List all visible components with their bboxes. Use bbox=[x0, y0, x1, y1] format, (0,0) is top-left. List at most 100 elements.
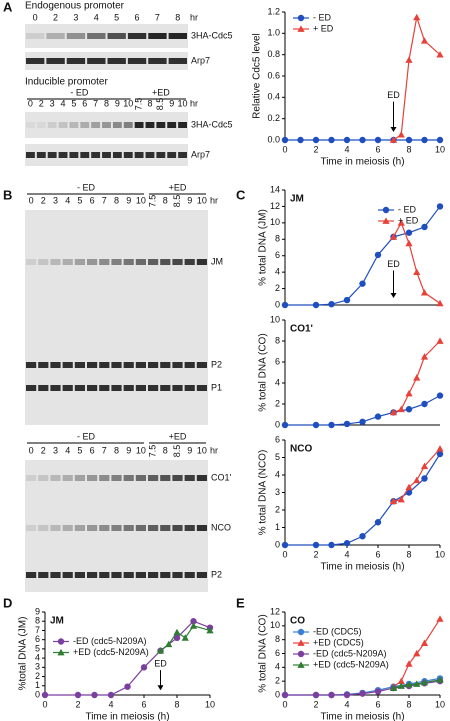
legend-marker bbox=[297, 25, 305, 32]
lane-label: 0 bbox=[29, 195, 34, 205]
gel-band bbox=[74, 572, 85, 578]
x-tick-label: 6 bbox=[375, 144, 380, 154]
y-tick-label: 2 bbox=[275, 676, 280, 686]
gel-header: Endogenous promoter bbox=[25, 1, 125, 12]
gel-band bbox=[196, 572, 207, 578]
lane-label: 7.5 bbox=[147, 195, 157, 208]
x-tick-label: 8 bbox=[406, 144, 411, 154]
gel-band bbox=[148, 475, 159, 481]
gel-band bbox=[50, 525, 61, 531]
legend-label: -ED (cdc5-N209A) bbox=[313, 648, 387, 658]
group-label: +ED bbox=[152, 87, 170, 97]
x-tick-label: 10 bbox=[435, 549, 445, 559]
marker bbox=[397, 219, 405, 226]
chart-title: JM bbox=[290, 194, 304, 205]
gel-band bbox=[99, 475, 110, 481]
marker bbox=[421, 136, 428, 144]
gel-band bbox=[156, 122, 166, 128]
gel-band bbox=[135, 572, 146, 578]
legend-marker bbox=[382, 217, 390, 224]
lane-label: 8.5 bbox=[172, 195, 182, 208]
lane-label: 0 bbox=[33, 12, 38, 22]
gel-band bbox=[47, 122, 57, 128]
y-tick-label: 3 bbox=[275, 487, 280, 497]
series-line bbox=[393, 17, 441, 141]
lane-label: 4 bbox=[94, 12, 99, 22]
lane-label: 10 bbox=[136, 445, 146, 455]
marker bbox=[374, 519, 382, 526]
gel-band bbox=[99, 572, 110, 578]
lane-label: 9 bbox=[126, 445, 131, 455]
gel-band bbox=[87, 525, 98, 531]
gel-band bbox=[160, 572, 171, 578]
gel-band bbox=[148, 362, 159, 368]
gel-band bbox=[184, 525, 195, 531]
lane-label: 3 bbox=[53, 195, 58, 205]
gel-band bbox=[58, 122, 68, 128]
band-label: P1 bbox=[211, 382, 222, 392]
band-label: CO1' bbox=[211, 472, 232, 482]
gel-band bbox=[69, 152, 79, 158]
lane-label: 2 bbox=[41, 195, 46, 205]
gel-band bbox=[168, 58, 187, 64]
gel-band bbox=[62, 385, 73, 391]
lane-label: 8 bbox=[114, 445, 119, 455]
band-label: NCO bbox=[211, 522, 231, 532]
lane-label: 10 bbox=[197, 195, 207, 205]
lane-label: 7 bbox=[102, 445, 107, 455]
marker bbox=[107, 691, 115, 699]
marker bbox=[281, 136, 289, 144]
gel-band bbox=[167, 152, 177, 158]
gel-band bbox=[87, 362, 98, 368]
legend-label: -ED (cdc5-N209A) bbox=[73, 636, 147, 646]
gel-band bbox=[196, 259, 207, 265]
gel-band bbox=[107, 33, 126, 39]
gel-band bbox=[184, 259, 195, 265]
gel-band bbox=[148, 58, 167, 64]
group-label: - ED bbox=[70, 87, 89, 97]
gel-band bbox=[58, 152, 68, 158]
marker bbox=[436, 299, 444, 307]
lane-label: 9 bbox=[169, 98, 174, 108]
x-tick-label: 0 bbox=[282, 144, 287, 154]
marker bbox=[405, 56, 413, 63]
group-label: +ED bbox=[169, 431, 187, 441]
gel-band bbox=[160, 362, 171, 368]
gel-band bbox=[74, 475, 85, 481]
gel-band bbox=[184, 572, 195, 578]
band-label: Arp7 bbox=[191, 55, 210, 65]
marker bbox=[405, 483, 413, 491]
gel-image bbox=[25, 52, 188, 70]
legend-label: - ED bbox=[398, 204, 417, 214]
gel-band bbox=[135, 525, 146, 531]
marker bbox=[413, 680, 421, 687]
y-axis-label: % total DNA (CO) bbox=[258, 614, 269, 692]
gel-band bbox=[172, 525, 183, 531]
panel-label: B bbox=[3, 187, 12, 202]
chart-title: CO bbox=[290, 616, 305, 627]
marker bbox=[312, 691, 320, 699]
x-tick-label: 8 bbox=[406, 549, 411, 559]
lane-label: 7 bbox=[102, 195, 107, 205]
gel-band bbox=[62, 475, 73, 481]
lane-label: 10 bbox=[197, 445, 207, 455]
gel-band bbox=[160, 525, 171, 531]
gel-band bbox=[172, 259, 183, 265]
legend-marker bbox=[382, 206, 390, 214]
panel-label: E bbox=[236, 595, 245, 610]
gel-band bbox=[111, 475, 122, 481]
gel-band bbox=[36, 122, 46, 128]
lane-label: 5 bbox=[77, 195, 82, 205]
series-line bbox=[285, 453, 441, 546]
lane-label: 3 bbox=[53, 445, 58, 455]
marker bbox=[436, 51, 444, 58]
gel-band bbox=[184, 385, 195, 391]
lane-label: 8 bbox=[163, 445, 168, 455]
marker bbox=[405, 660, 413, 667]
band-label: Arp7 bbox=[191, 149, 210, 159]
chart-title: CO1' bbox=[290, 324, 313, 335]
annotation: ED bbox=[154, 658, 167, 668]
marker bbox=[405, 136, 413, 144]
lane-label: 8.5 bbox=[155, 98, 165, 111]
y-tick-label: 6 bbox=[275, 434, 280, 444]
